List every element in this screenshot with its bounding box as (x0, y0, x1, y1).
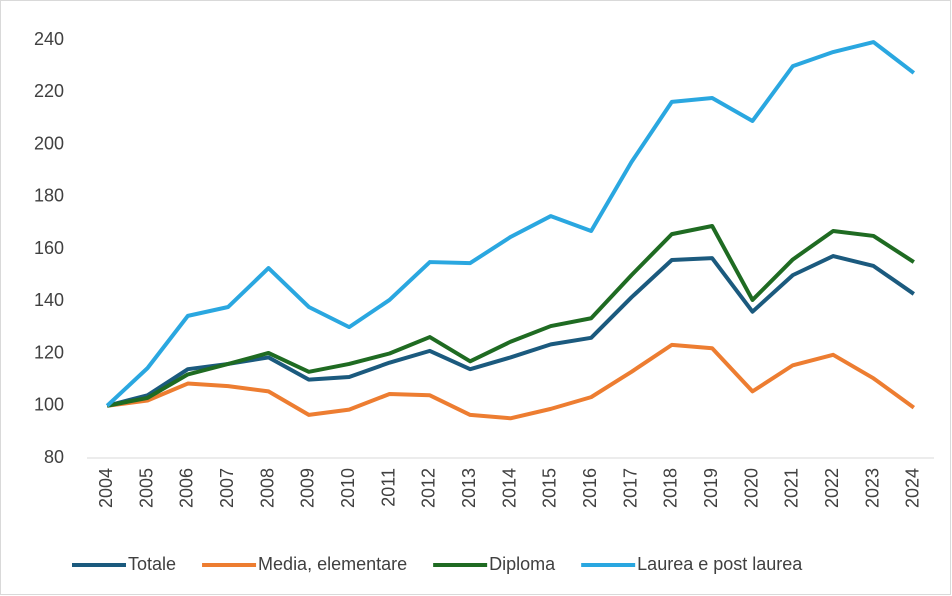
y-tick-label: 240 (34, 29, 64, 49)
data-line (105, 40, 916, 408)
y-tick-label: 80 (44, 447, 64, 467)
x-tick-label: 2020 (741, 468, 761, 508)
x-tick-label: 2011 (378, 468, 398, 507)
x-tick-label: 2005 (136, 468, 156, 508)
x-tick-label: 2023 (862, 468, 882, 508)
x-tick-label: 2024 (903, 468, 923, 508)
data-line (106, 342, 916, 421)
x-tick-label: 2009 (298, 468, 318, 508)
legend-label: Totale (128, 554, 176, 574)
x-tick-label: 2007 (217, 468, 237, 508)
y-tick-label: 140 (34, 290, 64, 310)
y-tick-label: 100 (34, 395, 64, 415)
y-tick-label: 120 (34, 342, 64, 362)
y-tick-label: 180 (34, 186, 64, 206)
x-tick-label: 2017 (620, 468, 640, 508)
x-tick-label: 2021 (782, 468, 802, 508)
x-tick-label: 2010 (338, 468, 358, 508)
x-tick-label: 2008 (257, 468, 277, 508)
x-tick-label: 2019 (701, 468, 721, 508)
x-tick-label: 2006 (177, 468, 197, 508)
legend-label: Laurea e post laurea (637, 554, 803, 574)
y-tick-label: 200 (34, 133, 64, 153)
x-tick-label: 2013 (459, 468, 479, 508)
legend-label: Diploma (489, 554, 556, 574)
y-tick-label: 220 (34, 81, 64, 101)
x-tick-label: 2015 (540, 468, 560, 508)
x-tick-label: 2016 (580, 468, 600, 508)
x-tick-label: 2018 (661, 468, 681, 508)
x-tick-label: 2022 (822, 468, 842, 508)
x-tick-label: 2014 (499, 468, 519, 508)
x-tick-label: 2004 (96, 468, 116, 508)
x-tick-label: 2012 (419, 468, 439, 508)
data-line (106, 224, 915, 408)
legend-label: Media, elementare (258, 554, 407, 574)
y-tick-label: 160 (34, 238, 64, 258)
